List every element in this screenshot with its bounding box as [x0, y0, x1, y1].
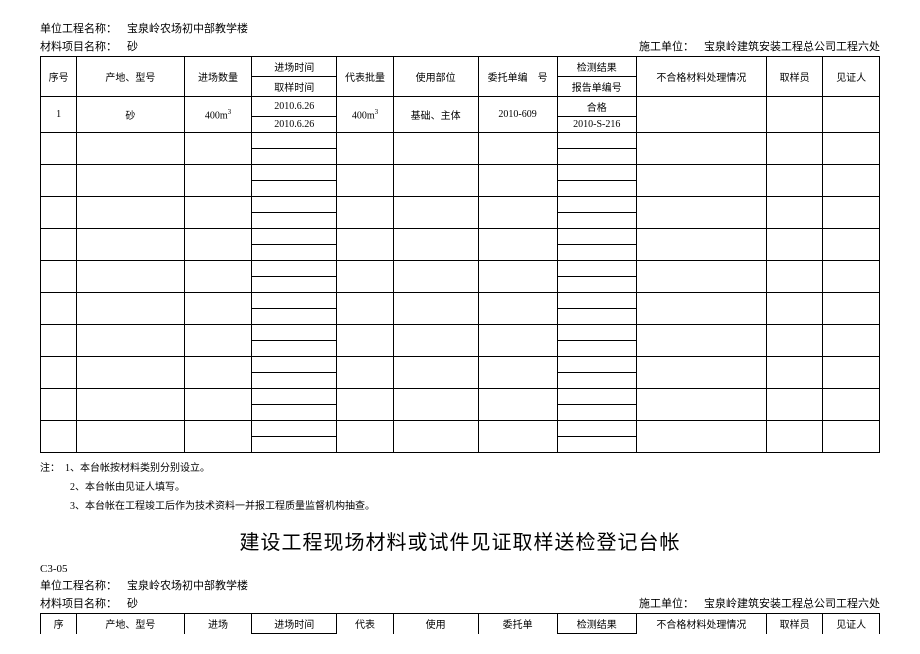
cell-usepos: 基础、主体 — [393, 97, 478, 133]
item-value-2: 砂 — [127, 595, 138, 611]
h-stime: 取样时间 — [252, 77, 337, 97]
h2-seq: 序 — [41, 614, 77, 634]
h-origin: 产地、型号 — [77, 57, 184, 97]
meta-row-item: 材料项目名称： 砂 施工单位： 宝泉岭建筑安装工程总公司工程六处 — [40, 38, 880, 54]
note-2: 2、本台帐由见证人填写。 — [40, 478, 880, 493]
h-nc: 不合格材料处理情况 — [636, 57, 766, 97]
h2-etime: 进场时间 — [252, 614, 337, 634]
cell-rbatch: 400m3 — [337, 97, 394, 133]
h2-result: 检测结果 — [557, 614, 636, 634]
cell-nc — [636, 97, 766, 133]
note-1: 1、本台帐按材料类别分别设立。 — [65, 463, 210, 474]
h-witness: 见证人 — [823, 57, 880, 97]
cell-stime: 2010.6.26 — [252, 117, 337, 133]
cell-origin: 砂 — [77, 97, 184, 133]
table-row — [41, 421, 880, 437]
meta2-row-item: 材料项目名称： 砂 施工单位： 宝泉岭建筑安装工程总公司工程六处 — [40, 595, 880, 611]
ledger-table-2: 序 产地、型号 进场 进场时间 代表 使用 委托单 检测结果 不合格材料处理情况… — [40, 613, 880, 634]
h-result: 检测结果 — [557, 57, 636, 77]
h2-origin: 产地、型号 — [77, 614, 184, 634]
item-label-2: 材料项目名称： — [40, 595, 117, 611]
unit-label: 单位工程名称： — [40, 20, 117, 36]
h-seq: 序号 — [41, 57, 77, 97]
unit-value-2: 宝泉岭农场初中部教学楼 — [127, 577, 248, 593]
table-row — [41, 165, 880, 181]
h2-nc: 不合格材料处理情况 — [636, 614, 766, 634]
h-etime: 进场时间 — [252, 57, 337, 77]
h2-rbatch: 代表 — [337, 614, 394, 634]
meta-row-unit: 单位工程名称： 宝泉岭农场初中部教学楼 — [40, 20, 880, 36]
h2-witness: 见证人 — [823, 614, 880, 634]
note-3: 3、本台帐在工程竣工后作为技术资料一并报工程质量监督机构抽查。 — [40, 497, 880, 512]
h-sampler: 取样员 — [766, 57, 823, 97]
form-code: C3-05 — [40, 563, 880, 575]
table-row — [41, 357, 880, 373]
table-row — [41, 389, 880, 405]
notes: 注： 1、本台帐按材料类别分别设立。 2、本台帐由见证人填写。 3、本台帐在工程… — [40, 459, 880, 512]
h-ticket: 委托单编 号 — [478, 57, 557, 97]
table-row — [41, 197, 880, 213]
header-row: 序号 产地、型号 进场数量 进场时间 代表批量 使用部位 委托单编 号 检测结果… — [41, 57, 880, 77]
h-qty: 进场数量 — [184, 57, 252, 97]
contractor-value: 宝泉岭建筑安装工程总公司工程六处 — [704, 38, 880, 54]
table-row — [41, 229, 880, 245]
cell-qty: 400m3 — [184, 97, 252, 133]
header-row-2b: 序 产地、型号 进场 进场时间 代表 使用 委托单 检测结果 不合格材料处理情况… — [41, 614, 880, 634]
notes-lead: 注： — [40, 463, 60, 474]
contractor-value-2: 宝泉岭建筑安装工程总公司工程六处 — [704, 595, 880, 611]
h2-qty: 进场 — [184, 614, 252, 634]
cell-seq: 1 — [41, 97, 77, 133]
page-title: 建设工程现场材料或试件见证取样送检登记台帐 — [40, 526, 880, 555]
table-row — [41, 133, 880, 149]
cell-report: 2010-S-216 — [557, 117, 636, 133]
h-usepos: 使用部位 — [393, 57, 478, 97]
meta2-row-unit: 单位工程名称： 宝泉岭农场初中部教学楼 — [40, 577, 880, 593]
ledger-table: 序号 产地、型号 进场数量 进场时间 代表批量 使用部位 委托单编 号 检测结果… — [40, 56, 880, 453]
table-row: 1 砂 400m3 2010.6.26 400m3 基础、主体 2010-609… — [41, 97, 880, 117]
h2-ticket: 委托单 — [478, 614, 557, 634]
h-report: 报告单编号 — [557, 77, 636, 97]
unit-label-2: 单位工程名称： — [40, 577, 117, 593]
contractor-label-2: 施工单位： — [639, 595, 694, 611]
item-value: 砂 — [127, 38, 138, 54]
cell-ticket: 2010-609 — [478, 97, 557, 133]
cell-witness — [823, 97, 880, 133]
cell-result: 合格 — [557, 97, 636, 117]
contractor-label: 施工单位： — [639, 38, 694, 54]
cell-etime: 2010.6.26 — [252, 97, 337, 117]
cell-sampler — [766, 97, 823, 133]
table-row — [41, 261, 880, 277]
table-row — [41, 325, 880, 341]
h2-usepos: 使用 — [393, 614, 478, 634]
unit-value: 宝泉岭农场初中部教学楼 — [127, 20, 248, 36]
h-rbatch: 代表批量 — [337, 57, 394, 97]
h2-sampler: 取样员 — [766, 614, 823, 634]
item-label: 材料项目名称： — [40, 38, 117, 54]
table-row — [41, 293, 880, 309]
